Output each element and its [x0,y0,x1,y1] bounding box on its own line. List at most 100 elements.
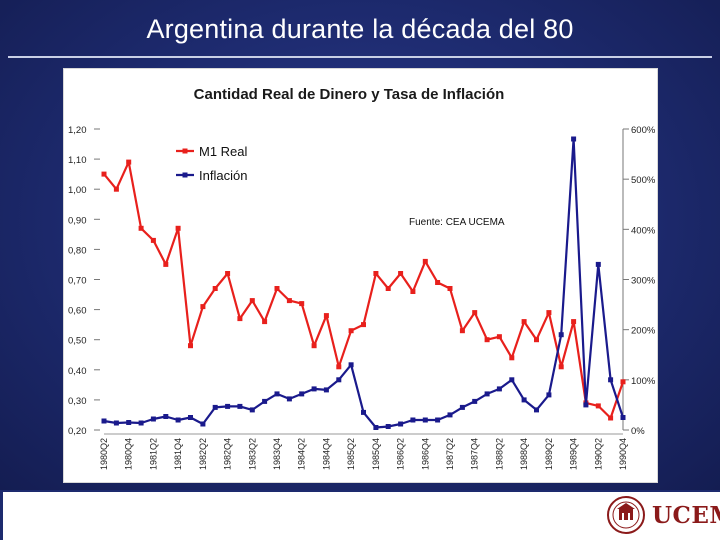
x-tick-label: 1985Q2 [346,438,356,470]
x-tick-label: 1989Q4 [569,438,579,470]
data-point-m1-real [534,337,539,343]
x-tick-label: 1988Q4 [519,438,529,470]
data-point-m1-real [249,298,255,304]
x-tick-label: 1983Q2 [247,438,257,470]
chart-panel: Cantidad Real de Dinero y Tasa de Inflac… [63,68,658,483]
data-point-inflaci-n [225,403,231,409]
data-point-m1-real [385,286,391,291]
data-point-inflaci-n [422,417,428,423]
series-layer [101,136,626,430]
data-point-m1-real [373,271,379,276]
data-point-m1-real [509,355,515,361]
left-axis: 1,20 1,10 1,00 0,90 0,80 0,70 0,60 0,50 0,40 0,30… [68,125,100,437]
right-tick-label: 0% [631,426,645,437]
data-point-m1-real [188,343,193,349]
x-tick-label: 1990Q2 [593,438,603,470]
data-point-m1-real [336,364,342,370]
data-point-inflaci-n [188,415,193,420]
data-point-inflaci-n [237,403,243,409]
data-point-inflaci-n [447,412,453,418]
x-tick-label: 1980Q2 [99,438,109,470]
data-point-inflaci-n [299,391,305,397]
left-tick-label: 1,00 [68,185,87,196]
data-point-m1-real [422,258,428,264]
data-point-inflaci-n [583,402,589,408]
data-point-inflaci-n [113,420,119,426]
data-point-inflaci-n [571,136,577,142]
right-tick-label: 100% [631,376,656,387]
x-tick-label: 1989Q2 [544,438,554,470]
slide-title: Argentina durante la década del 80 [146,14,574,44]
x-tick-label: 1981Q4 [173,438,183,470]
data-point-m1-real [435,280,441,285]
data-point-inflaci-n [608,377,614,383]
x-tick-label: 1985Q4 [371,438,381,470]
footer-accent [0,492,3,540]
data-point-m1-real [472,310,478,316]
data-point-inflaci-n [459,404,465,410]
data-point-inflaci-n [509,377,515,383]
series-line-m1-real [103,160,625,420]
data-point-m1-real [595,403,601,409]
chart-title: Cantidad Real de Dinero y Tasa de Inflac… [194,86,505,103]
left-tick-label: 0,90 [68,215,87,226]
data-point-inflaci-n [101,418,107,424]
legend-swatch-marker [182,172,188,178]
data-point-inflaci-n [274,391,280,397]
data-point-m1-real [496,334,502,340]
data-point-m1-real [361,322,366,328]
data-point-inflaci-n [249,407,255,413]
data-point-m1-real [459,328,465,334]
data-point-inflaci-n [546,392,552,398]
ucema-logo-text: UCEMA [652,502,720,529]
data-point-m1-real [237,316,243,322]
data-point-inflaci-n [398,421,404,427]
data-point-m1-real [113,186,119,192]
data-point-m1-real [138,225,144,231]
footer-divider [0,490,720,492]
right-tick-label: 200% [631,326,656,337]
data-point-inflaci-n [311,386,317,392]
right-axis: 600% 500% 400% 300% 200% 100% 0% [622,125,656,437]
x-tick-label: 1990Q4 [618,438,628,470]
ucema-seal-icon [607,496,645,534]
data-point-m1-real [126,159,132,165]
x-axis: 1980Q2 1980Q4 1981Q2 1981Q4 1982Q2 1982Q4 1983… [99,433,628,470]
data-point-inflaci-n [435,417,441,423]
x-tick-label: 1984Q4 [321,438,331,470]
x-tick-label: 1982Q4 [223,438,233,470]
legend-label: M1 Real [199,144,248,159]
data-point-inflaci-n [212,404,218,410]
data-point-m1-real [546,310,552,316]
x-tick-label: 1983Q4 [272,438,282,470]
data-point-inflaci-n [163,414,169,419]
legend: M1 Real Inflación [176,144,248,183]
legend-swatch-marker [182,148,188,154]
data-point-inflaci-n [175,417,181,423]
data-point-m1-real [101,171,107,177]
data-point-m1-real [521,319,527,325]
data-point-m1-real [447,286,453,291]
left-tick-label: 0,60 [68,306,87,317]
chart-svg: Cantidad Real de Dinero y Tasa de Inflac… [68,86,656,470]
data-point-inflaci-n [138,420,144,426]
data-point-m1-real [212,286,218,291]
x-tick-label: 1980Q4 [124,438,134,470]
x-tick-label: 1982Q2 [198,438,208,470]
data-point-inflaci-n [373,425,379,430]
data-point-m1-real [484,337,490,343]
data-point-inflaci-n [150,416,156,422]
left-tick-label: 0,20 [68,426,87,437]
data-point-m1-real [200,304,206,310]
data-point-m1-real [558,364,564,370]
series-line-inflaci-n [103,137,625,429]
data-point-m1-real [410,289,416,294]
data-point-inflaci-n [595,261,601,267]
data-point-m1-real [608,415,614,421]
x-tick-label: 1986Q2 [396,438,406,470]
data-point-m1-real [398,271,404,276]
data-point-inflaci-n [521,397,527,403]
data-point-inflaci-n [348,362,354,368]
left-tick-label: 0,50 [68,336,87,347]
data-point-m1-real [274,286,280,291]
